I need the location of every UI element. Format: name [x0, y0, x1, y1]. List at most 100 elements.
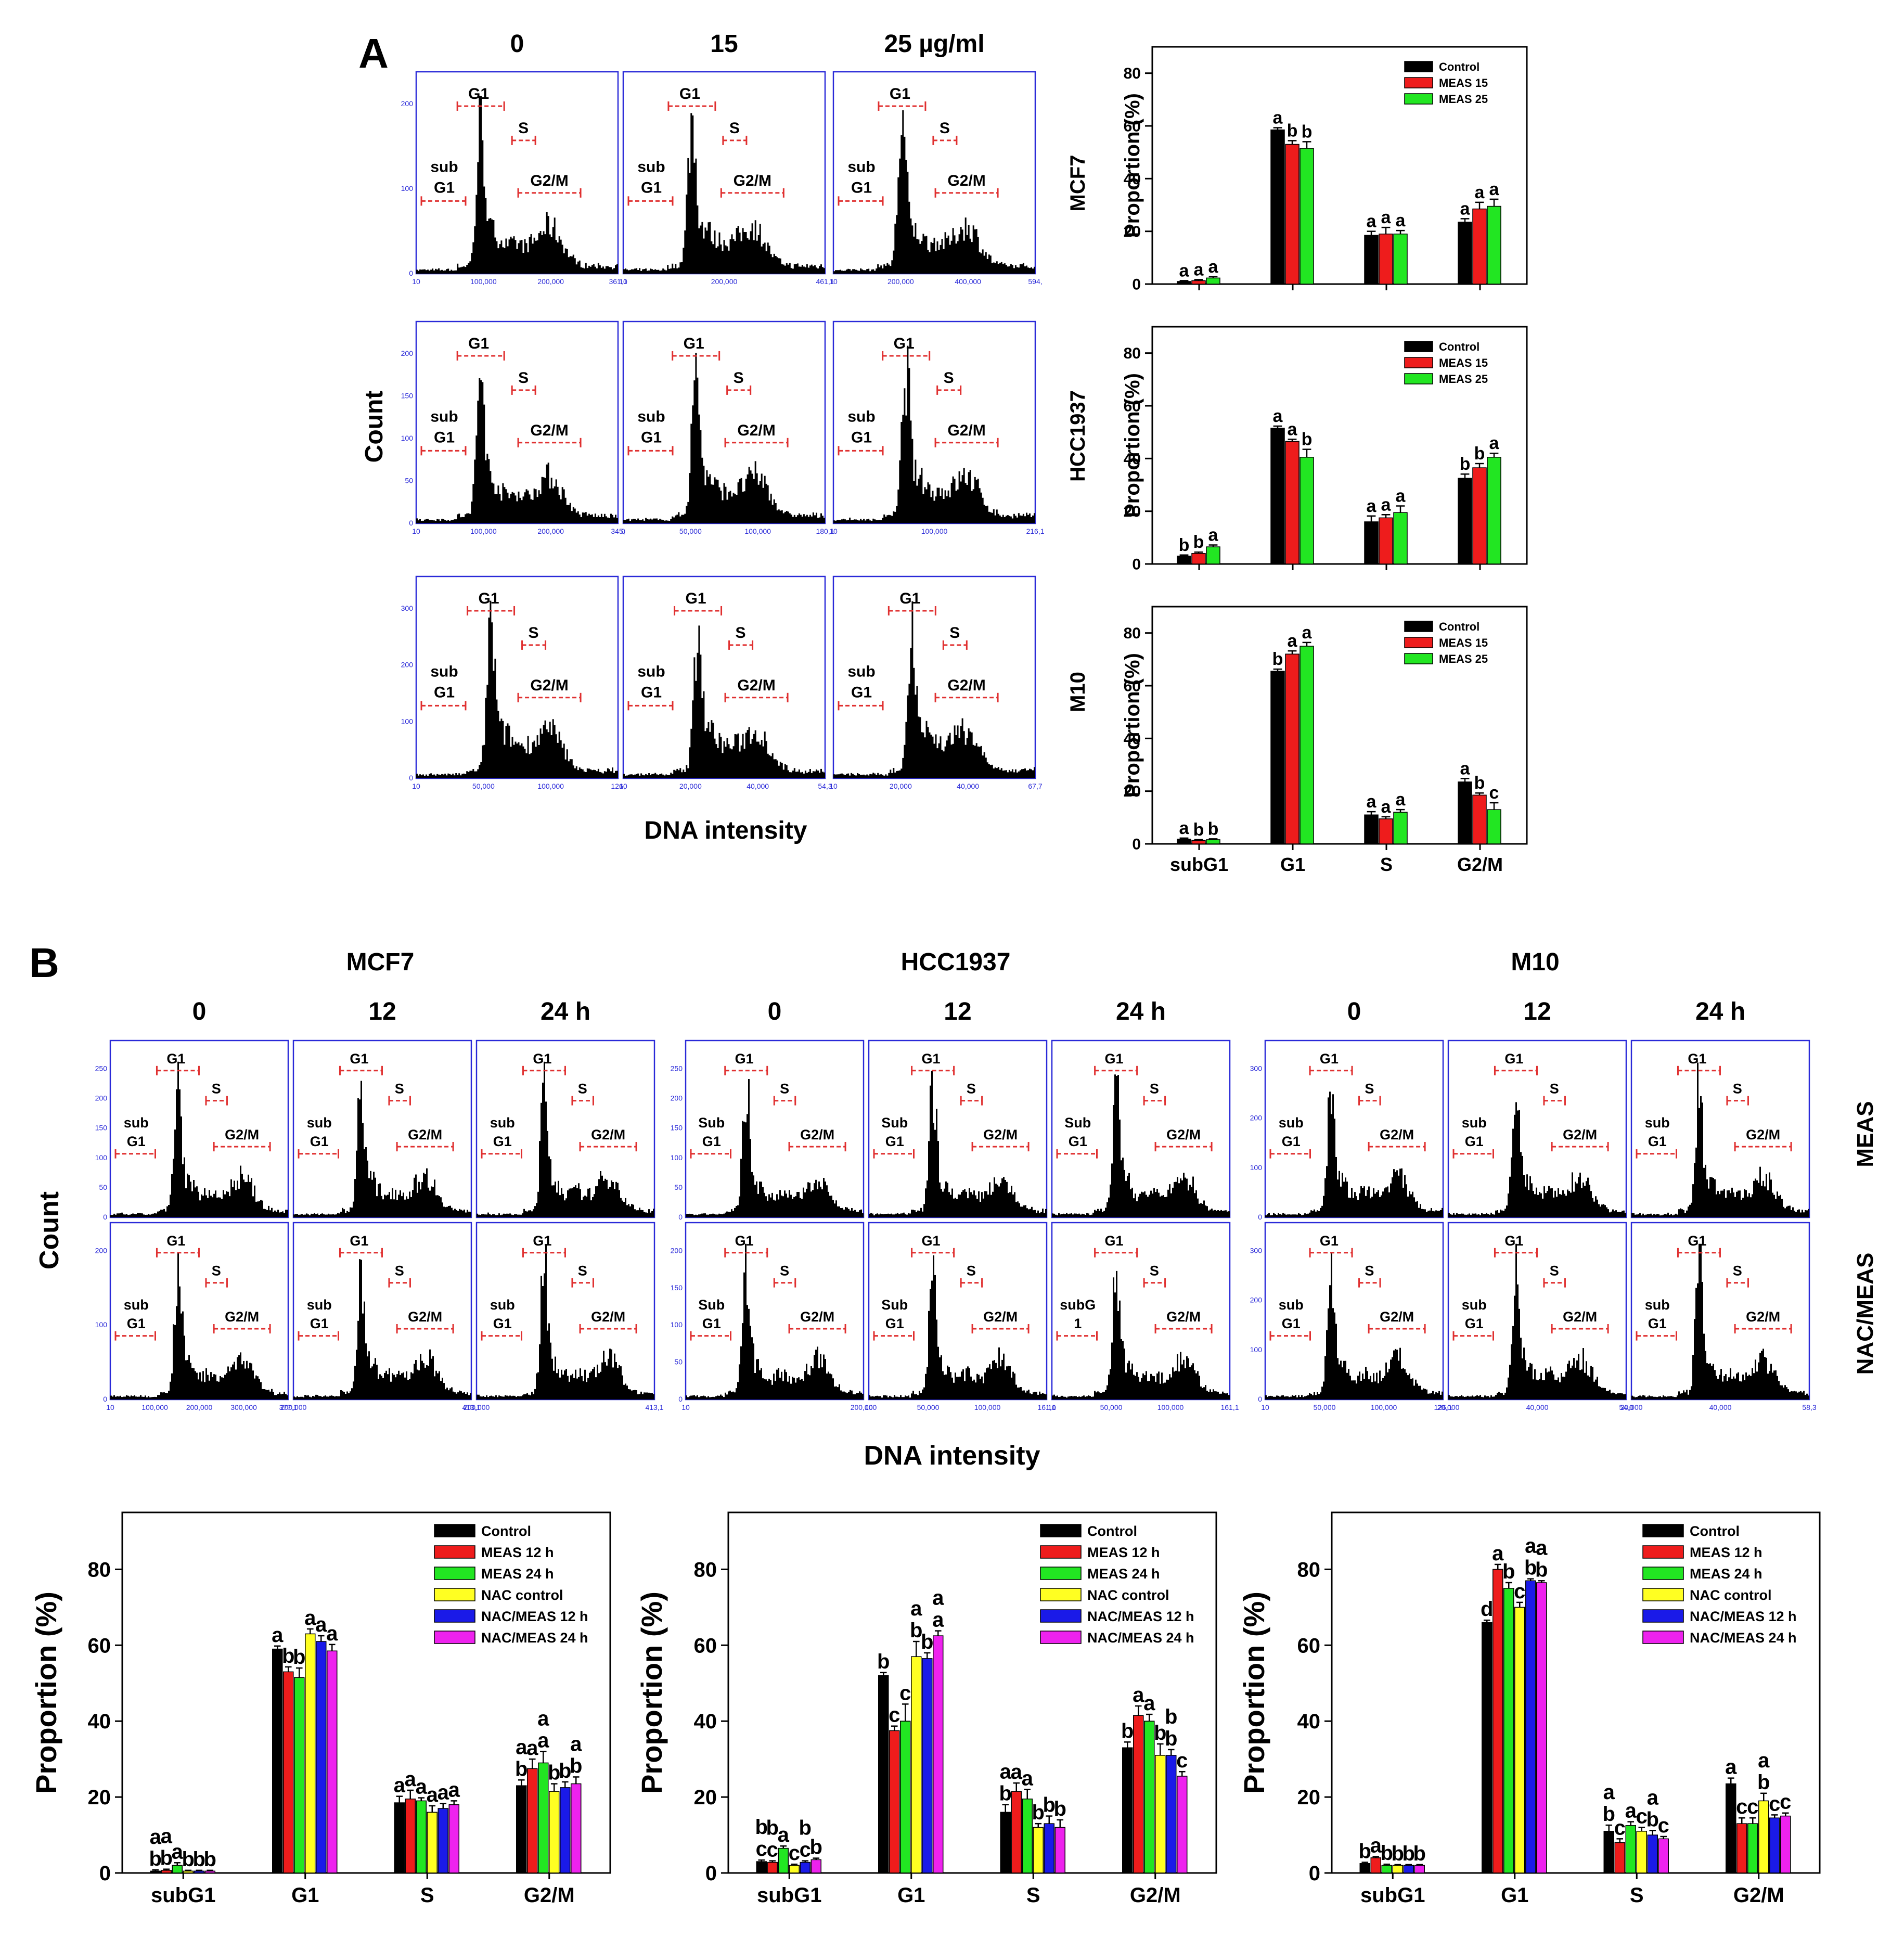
bar [416, 1800, 427, 1873]
significance-letter: a [150, 1826, 162, 1849]
x-tick: 50,000 [472, 782, 495, 790]
significance-letter: a [1179, 818, 1190, 838]
subg1-label: sub [430, 408, 458, 425]
legend-swatch [1040, 1588, 1082, 1601]
bar [1472, 467, 1487, 564]
y-tick: 50 [674, 1358, 683, 1366]
x-tick: 200,000 [887, 277, 914, 286]
significance-letter: b [1524, 1557, 1537, 1580]
bar [194, 1870, 204, 1873]
subg1-label: G1 [851, 429, 872, 446]
subg1-label: sub [637, 158, 665, 175]
bar [1300, 148, 1314, 285]
bar [889, 1730, 900, 1873]
significance-letter: a [326, 1622, 338, 1645]
significance-letter: a [1381, 495, 1392, 515]
histogram: G1 S G2/M sub G1 0 100 200 300 10 50,000 100,000 126… [401, 575, 625, 790]
significance-letter: c [1780, 1791, 1791, 1814]
g1-label: G1 [533, 1233, 551, 1249]
histogram: G1 S G2/M sub G1 10 20,000 40,000 54,3 [619, 575, 832, 790]
time-label: 0 [768, 998, 782, 1025]
category-label: G2/M [1457, 854, 1503, 875]
g2m-label: G2/M [591, 1309, 625, 1325]
significance-letter: b [1154, 1722, 1166, 1744]
histogram-bars [686, 1079, 864, 1217]
subg1-label: G1 [310, 1316, 329, 1331]
x-tick: 40,000 [1709, 1403, 1732, 1411]
s-label: S [395, 1263, 404, 1279]
y-tick-label: 40 [694, 1710, 717, 1733]
x-tick: 413,1 [645, 1403, 663, 1411]
significance-letter: b [1535, 1558, 1548, 1581]
y-tick: 100 [95, 1153, 108, 1162]
significance-letter: a [427, 1783, 439, 1806]
x-tick: 10 [106, 1403, 114, 1411]
significance-letter: a [272, 1624, 284, 1647]
category-label: subG1 [151, 1884, 215, 1907]
g2m-label: G2/M [947, 172, 985, 189]
significance-letter: a [932, 1587, 944, 1610]
x-tick: 461,1 [816, 277, 834, 286]
y-tick-label: 20 [694, 1786, 717, 1809]
significance-letter: b [1287, 121, 1298, 140]
x-tick: 10 [829, 277, 838, 286]
g1-label: G1 [890, 85, 910, 102]
bar [1177, 839, 1191, 844]
s-label: S [1550, 1081, 1559, 1097]
time-label: 0 [1347, 998, 1361, 1025]
g1-label: G1 [350, 1051, 368, 1067]
legend-label: NAC control [1690, 1587, 1772, 1603]
legend-swatch [1642, 1609, 1684, 1623]
legend-label: Control [1439, 340, 1480, 353]
y-tick-label: 60 [1124, 678, 1141, 695]
g2m-label: G2/M [1746, 1309, 1780, 1325]
bar [1472, 794, 1487, 844]
x-tick: 0 [621, 527, 625, 535]
significance-letter: c [1614, 1816, 1626, 1839]
significance-letter: b [1413, 1842, 1426, 1865]
bar [922, 1658, 933, 1873]
g1-label: G1 [468, 335, 489, 352]
x-tick: 50,000 [679, 527, 702, 535]
g2m-label: G2/M [947, 677, 985, 694]
s-label: S [1733, 1263, 1742, 1279]
significance-letter: b [1032, 1801, 1045, 1824]
bar [1144, 1721, 1155, 1873]
bar [1747, 1823, 1758, 1873]
s-label: S [780, 1081, 789, 1097]
bar [448, 1804, 459, 1873]
g1-label: G1 [894, 335, 915, 352]
bar [789, 1865, 800, 1873]
g1-label: G1 [735, 1051, 754, 1067]
subg1-label: sub [1645, 1115, 1670, 1131]
bar [560, 1787, 571, 1873]
y-tick-label: 40 [88, 1710, 111, 1733]
subg1-label: 1 [1074, 1316, 1082, 1331]
subg1-label: G1 [1069, 1134, 1087, 1149]
y-tick: 250 [95, 1064, 108, 1072]
significance-letter: a [1647, 1786, 1659, 1809]
y-tick: 100 [95, 1320, 108, 1329]
legend-label: MEAS 25 [1439, 652, 1488, 665]
g2m-label: G2/M [800, 1309, 834, 1325]
y-tick-label: 20 [1124, 223, 1141, 240]
x-tick: 100,000 [537, 782, 564, 790]
significance-letter: b [999, 1782, 1012, 1805]
cell-line-title: MCF7 [346, 948, 415, 976]
g1-label: G1 [686, 590, 706, 607]
bar [549, 1791, 560, 1873]
significance-letter: b [1460, 454, 1471, 474]
x-tick: 200,000 [464, 1403, 490, 1411]
x-axis-label: DNA intensity [645, 817, 807, 844]
cell-line-title: M10 [1511, 948, 1559, 976]
significance-letter: a [1288, 631, 1298, 651]
legend-swatch [1404, 357, 1433, 368]
s-label: S [212, 1263, 221, 1279]
significance-letter: c [789, 1842, 800, 1865]
plot-frame [1264, 1039, 1444, 1218]
y-tick: 200 [401, 661, 414, 669]
subg1-label: sub [1279, 1297, 1304, 1313]
bar [1364, 521, 1379, 564]
